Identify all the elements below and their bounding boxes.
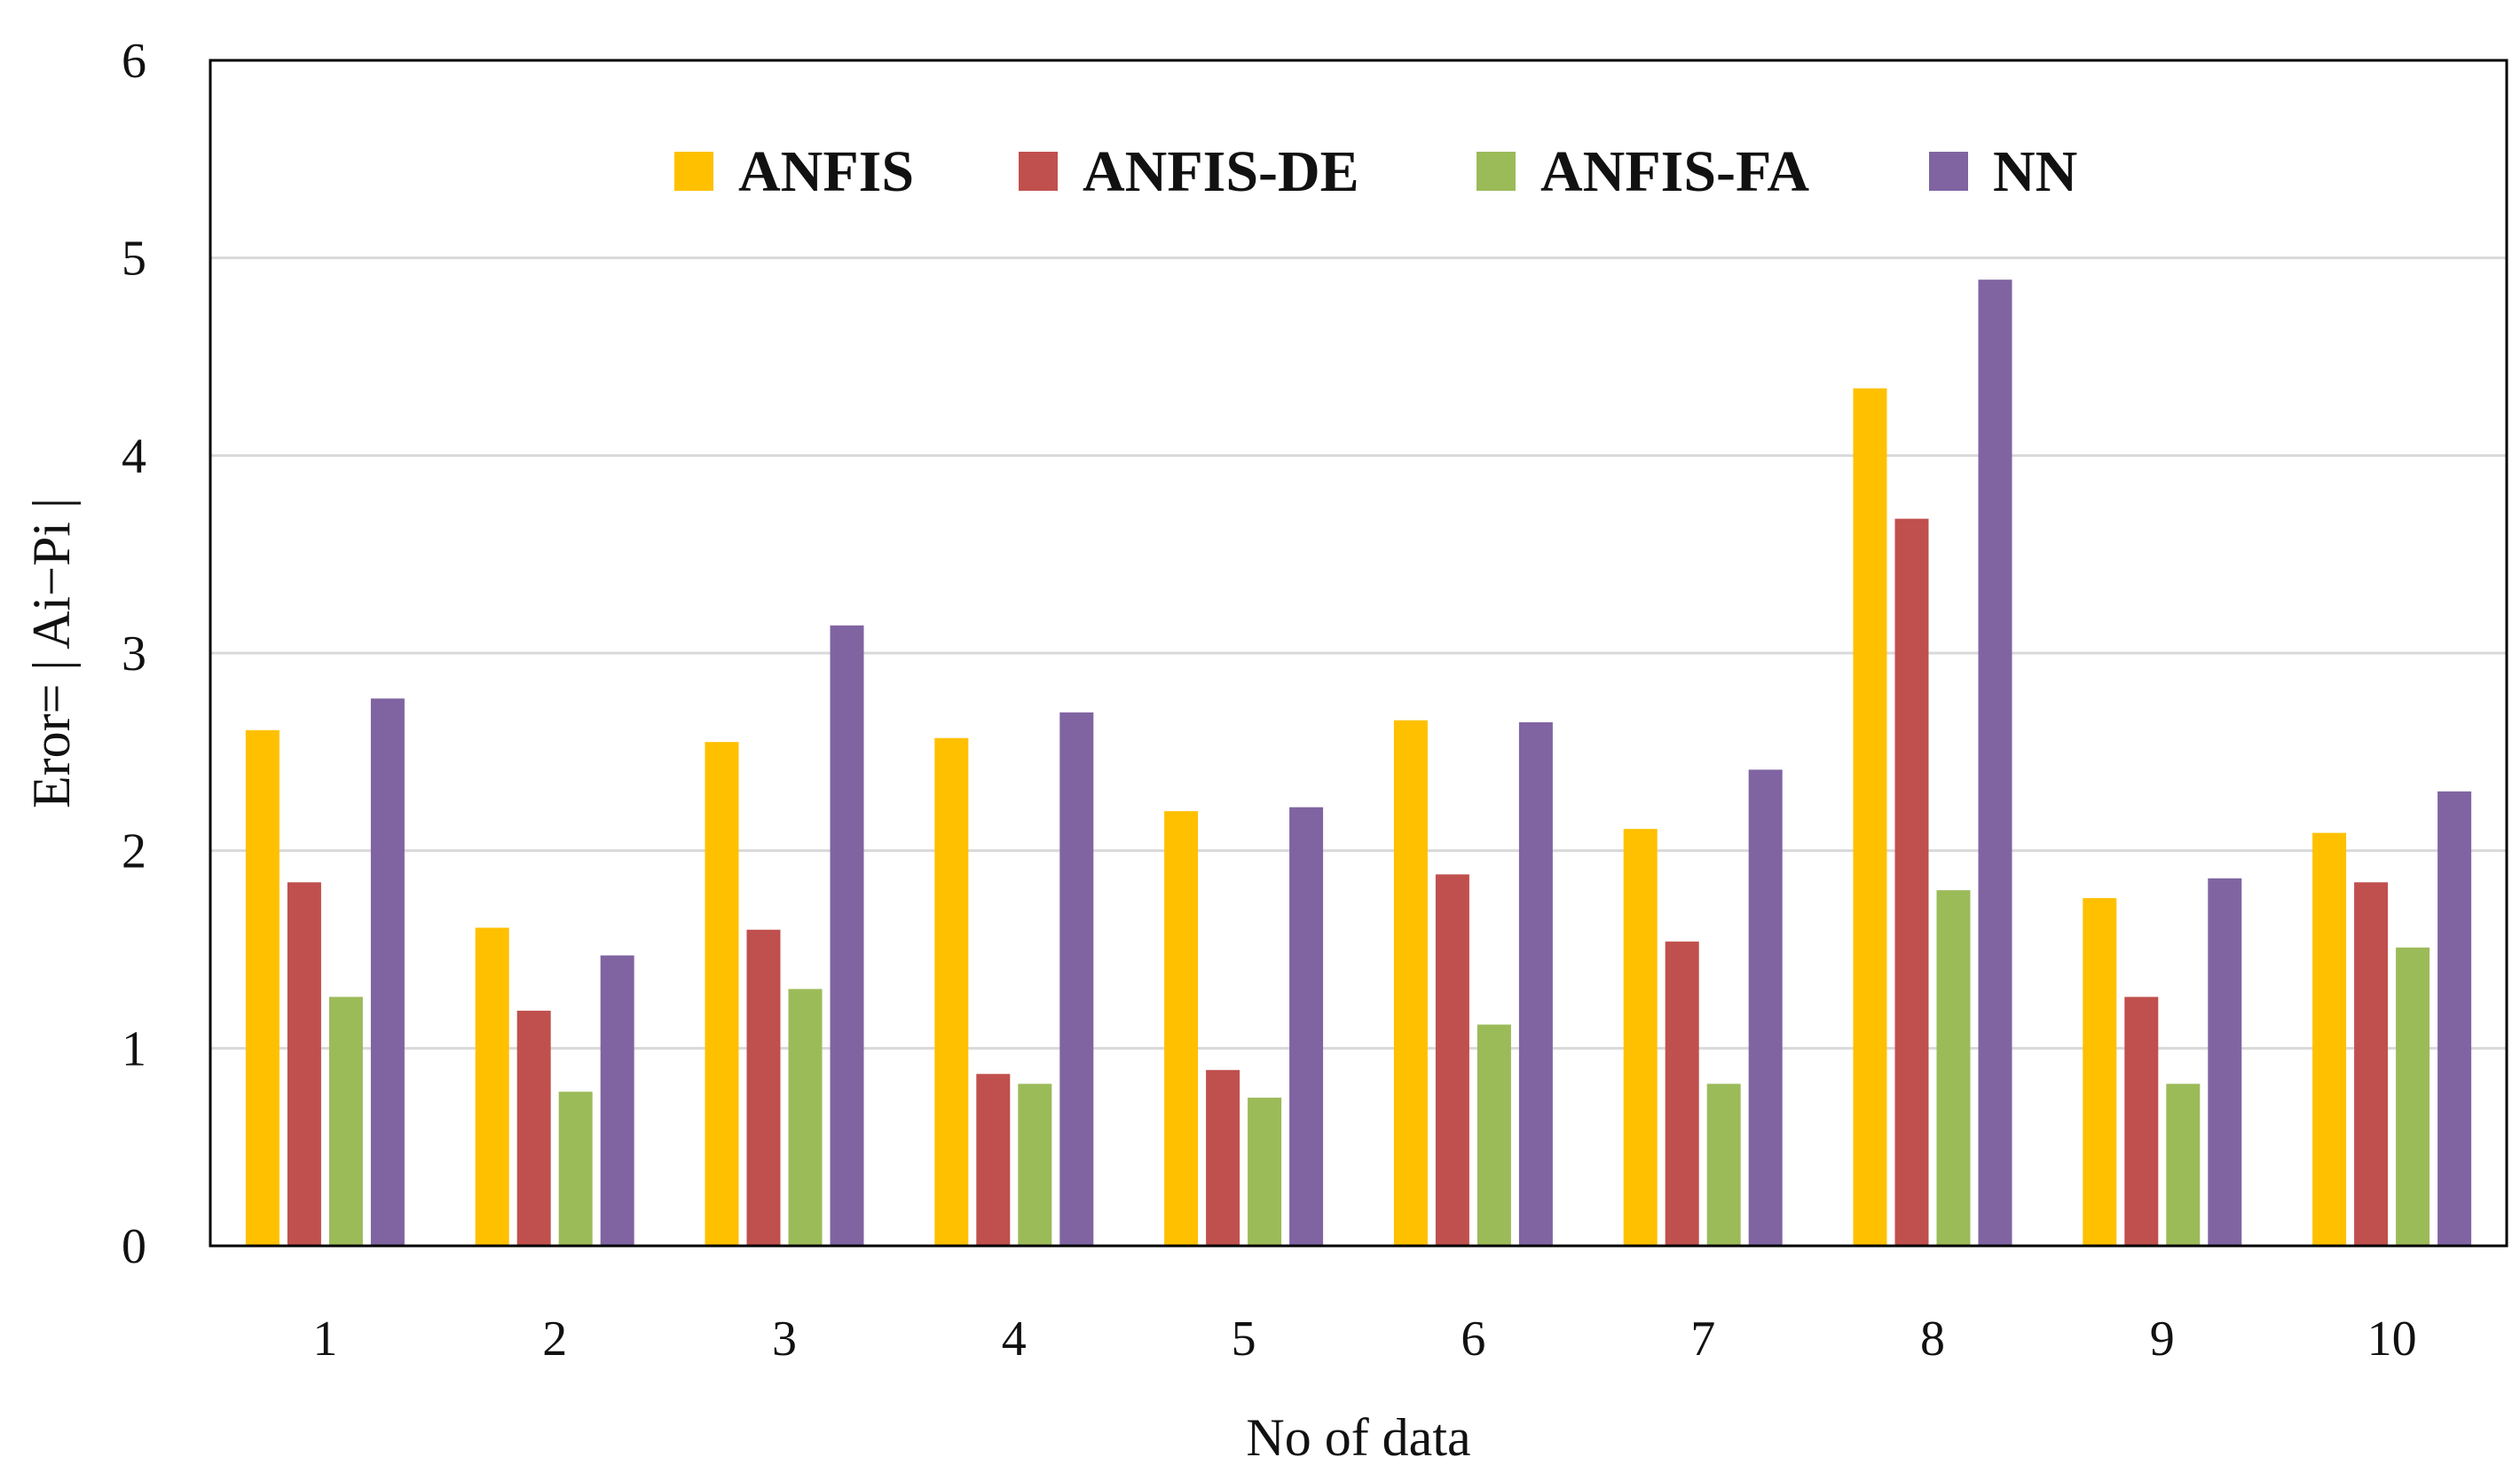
gridlines	[210, 256, 2507, 1050]
bar-nn-2	[600, 955, 634, 1246]
bar-anfis-de-6	[1435, 874, 1469, 1246]
y-tick-label: 1	[122, 1021, 146, 1076]
bar-anfis-7	[1623, 829, 1658, 1246]
bar-anfis-fa-2	[558, 1091, 593, 1246]
bar-anfis-8	[1853, 388, 1887, 1246]
bar-anfis-de-7	[1665, 941, 1699, 1246]
legend-label-anfis-de: ANFIS-DE	[1083, 139, 1359, 204]
bar-anfis-de-4	[976, 1074, 1011, 1246]
x-tick-label: 8	[1920, 1312, 1945, 1367]
y-axis-ticks: 0 1 2 3 4 5 6	[122, 34, 146, 1274]
x-tick-label: 4	[1002, 1312, 1027, 1367]
bar-anfis-de-5	[1206, 1069, 1240, 1246]
y-tick-label: 2	[122, 824, 146, 879]
bar-nn-10	[2437, 791, 2472, 1246]
x-tick-label: 1	[312, 1312, 337, 1367]
bar-anfis-fa-3	[788, 989, 823, 1246]
y-tick-label: 3	[122, 626, 146, 681]
bar-anfis-fa-1	[328, 997, 363, 1246]
bars	[245, 280, 2472, 1246]
plot-area-frame	[209, 59, 2508, 1248]
x-axis-title: No of data	[1246, 1408, 1470, 1467]
bar-anfis-de-10	[2354, 882, 2389, 1246]
bar-anfis-fa-10	[2396, 947, 2430, 1246]
legend-swatch-anfis-de	[1019, 152, 1058, 191]
bar-nn-7	[1748, 769, 1783, 1246]
bar-anfis-6	[1393, 720, 1428, 1246]
bar-anfis-de-1	[287, 882, 321, 1246]
x-axis-ticks: 1 2 3 4 5 6 7 8 9 10	[312, 1312, 2416, 1367]
y-tick-label: 5	[122, 232, 146, 287]
x-tick-label: 2	[542, 1312, 567, 1367]
bar-anfis-fa-5	[1248, 1098, 1282, 1246]
legend-label-anfis-fa: ANFIS-FA	[1540, 139, 1809, 204]
x-tick-label: 9	[2150, 1312, 2175, 1367]
bar-anfis-fa-7	[1706, 1083, 1741, 1246]
bar-anfis-fa-8	[1936, 890, 1971, 1246]
legend-swatch-anfis	[674, 152, 713, 191]
legend-label-nn: NN	[1993, 139, 2077, 204]
y-axis-title: Eror= | Ai−Pi |	[22, 498, 81, 808]
x-tick-label: 5	[1232, 1312, 1256, 1367]
bar-anfis-fa-4	[1018, 1083, 1052, 1246]
bar-nn-8	[1978, 280, 2012, 1246]
bar-nn-9	[2208, 878, 2242, 1246]
bar-nn-3	[830, 625, 864, 1246]
legend-swatch-anfis-fa	[1477, 152, 1516, 191]
bar-nn-5	[1289, 807, 1324, 1246]
bar-anfis-fa-9	[2166, 1083, 2201, 1246]
y-tick-label: 6	[122, 34, 146, 89]
bar-anfis-2	[475, 927, 509, 1246]
y-tick-label: 0	[122, 1219, 146, 1274]
bar-anfis-3	[705, 742, 739, 1246]
bar-anfis-4	[934, 737, 969, 1246]
bar-nn-1	[370, 698, 405, 1246]
x-tick-label: 7	[1690, 1312, 1715, 1367]
legend: ANFIS ANFIS-DE ANFIS-FA NN	[674, 139, 2077, 204]
bar-anfis-fa-6	[1477, 1024, 1511, 1246]
bar-anfis-9	[2083, 898, 2117, 1246]
bar-nn-6	[1518, 721, 1553, 1246]
legend-swatch-nn	[1929, 152, 1968, 191]
bar-anfis-1	[245, 729, 280, 1246]
bar-anfis-de-2	[516, 1011, 551, 1246]
legend-label-anfis: ANFIS	[738, 139, 914, 204]
bar-anfis-5	[1164, 811, 1199, 1246]
bar-anfis-de-9	[2124, 997, 2159, 1246]
x-tick-label: 3	[772, 1312, 797, 1367]
y-tick-label: 4	[122, 429, 146, 484]
bar-nn-4	[1059, 712, 1094, 1246]
bar-anfis-de-8	[1894, 518, 1929, 1246]
bar-anfis-10	[2312, 832, 2347, 1246]
bar-anfis-de-3	[746, 929, 781, 1246]
x-tick-label: 6	[1461, 1312, 1485, 1367]
x-tick-label: 10	[2367, 1312, 2417, 1367]
